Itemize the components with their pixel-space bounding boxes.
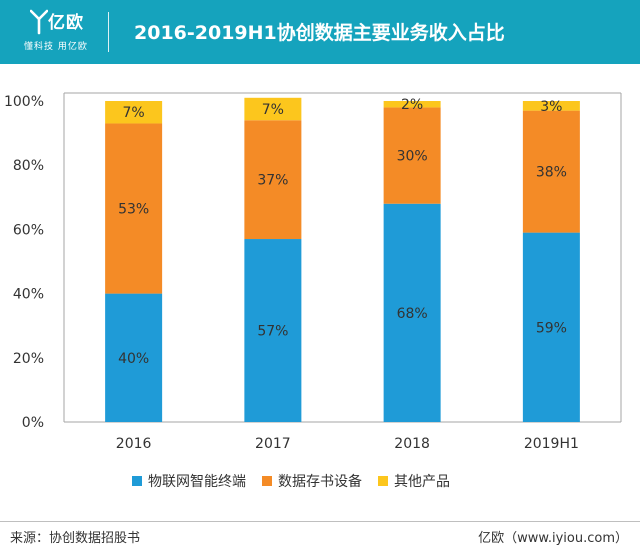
logo-name: 亿欧	[48, 13, 84, 33]
bar-segment-iot	[383, 203, 441, 422]
data-label: 7%	[123, 105, 145, 121]
bar-segment-other	[105, 101, 163, 124]
legend-label-storage: 数据存书设备	[278, 474, 362, 490]
y-tick-label: 0%	[22, 415, 44, 431]
data-label: 53%	[118, 202, 149, 218]
data-label: 57%	[257, 324, 288, 340]
bar-segment-storage	[522, 110, 580, 233]
data-label: 68%	[397, 306, 428, 322]
header-divider	[108, 12, 109, 52]
legend-label-other: 其他产品	[394, 474, 450, 490]
yiou-logo-icon	[30, 9, 48, 35]
x-tick-label: 2017	[255, 436, 291, 452]
legend-swatch-other	[378, 476, 388, 486]
x-tick-label: 2019H1	[524, 436, 579, 452]
bar-segment-storage	[105, 123, 163, 294]
bar-segment-storage	[383, 107, 441, 204]
source-note: 来源：协创数据招股书	[10, 531, 141, 546]
bar-segment-iot	[244, 239, 302, 422]
legend-item-other: 其他产品	[378, 471, 450, 491]
y-tick-label: 100%	[4, 94, 44, 110]
bar-segment-iot	[522, 232, 580, 422]
legend-label-iot: 物联网智能终端	[148, 474, 246, 490]
data-label: 3%	[540, 99, 562, 115]
bar-segment-other	[244, 97, 302, 121]
legend-swatch-iot	[132, 476, 142, 486]
x-axis: 2016 2017 2018 2019H1	[116, 436, 579, 452]
data-label: 38%	[536, 165, 567, 181]
y-tick-label: 80%	[13, 158, 44, 174]
y-axis: 0% 20% 40% 60% 80% 100%	[4, 94, 44, 431]
x-tick-label: 2016	[116, 436, 152, 452]
header-banner: 亿欧 懂科技 用亿欧 2016-2019H1协创数据主要业务收入占比	[0, 0, 640, 64]
legend: 物联网智能终端 数据存书设备 其他产品	[132, 472, 466, 490]
bar-segment-other	[522, 101, 580, 111]
logo-tagline: 懂科技 用亿欧	[24, 42, 88, 52]
bar-segment-other	[383, 101, 441, 108]
data-label: 7%	[262, 102, 284, 118]
bar-segment-iot	[105, 293, 163, 422]
data-label: 59%	[536, 320, 567, 336]
y-tick-label: 60%	[13, 222, 44, 238]
legend-item-storage: 数据存书设备	[262, 471, 362, 491]
footer-divider	[0, 521, 640, 522]
data-label: 37%	[257, 173, 288, 189]
legend-swatch-storage	[262, 476, 272, 486]
y-tick-label: 20%	[13, 351, 44, 367]
data-label: 40%	[118, 351, 149, 367]
data-label: 30%	[397, 149, 428, 165]
x-tick-label: 2018	[394, 436, 430, 452]
brand-url: 亿欧（www.iyiou.com）	[478, 531, 628, 546]
data-label: 2%	[401, 97, 423, 113]
chart-title: 2016-2019H1协创数据主要业务收入占比	[134, 22, 505, 44]
stacked-bar-chart: 0% 20% 40% 60% 80% 100% 40% 53% 7% 57% 37% 7% 68% 30…	[4, 92, 622, 452]
bar-segment-storage	[244, 120, 302, 240]
bar-group: 40% 53% 7% 57% 37% 7% 68% 30% 2% 59% 38% 3%	[105, 97, 580, 422]
legend-item-iot: 物联网智能终端	[132, 471, 246, 491]
y-tick-label: 40%	[13, 287, 44, 303]
